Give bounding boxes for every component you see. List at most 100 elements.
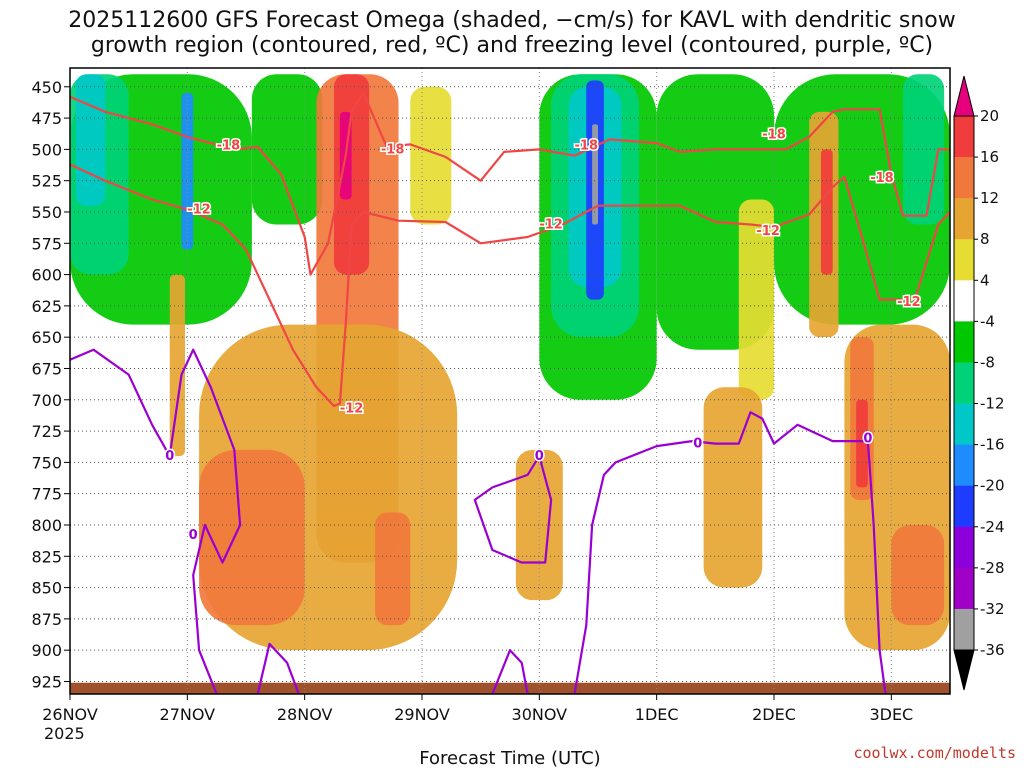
x-tick-label-1DEC: 1DEC [635, 705, 679, 724]
omega-region-2 [75, 74, 106, 206]
terrain-strip [70, 682, 950, 694]
y-tick-label-550: 550 [31, 203, 62, 222]
colorbar-label-4: 4 [980, 271, 990, 289]
dgz-label-1-3: -12 [756, 224, 780, 239]
credit-text: coolwx.com/modelts [853, 744, 1016, 762]
colorbar-bin--36 [954, 608, 974, 651]
dgz-label-0-2: -18 [575, 139, 599, 154]
colorbar-bin-16 [954, 116, 974, 158]
x-tick-label-27NOV: 27NOV [160, 705, 216, 724]
colorbar-bin--20 [954, 444, 974, 487]
colorbar-bin--28 [954, 526, 974, 569]
colorbar-label--20: -20 [980, 477, 1005, 495]
y-tick-label-600: 600 [31, 266, 62, 285]
omega-region-10 [199, 449, 305, 626]
dgz-contour-0 [70, 91, 950, 276]
y-tick-label-475: 475 [31, 109, 62, 128]
dgz-label-0-0: -18 [217, 139, 241, 154]
colorbar-label-8: 8 [980, 230, 990, 248]
dgz-label-0-4: -18 [870, 171, 894, 186]
colorbar-bin--4 [954, 280, 974, 322]
y-tick-label-675: 675 [31, 359, 62, 378]
dgz-label-0-1: -18 [381, 142, 405, 157]
y-tick-label-700: 700 [31, 391, 62, 410]
contour-layer [70, 91, 950, 694]
y-tick-label-500: 500 [31, 140, 62, 159]
freezing-contour-2 [573, 411, 887, 694]
omega-region-5 [169, 274, 185, 457]
contour-labels-layer: -18 -18 -18 -18 -18 -12 -12 -12 -12 -12 0 0 0 0 0 [164, 126, 922, 545]
colorbar-label--32: -32 [980, 600, 1005, 618]
colorbar-label--24: -24 [980, 518, 1005, 536]
colorbar-label--4: -4 [980, 312, 995, 330]
omega-region-27 [891, 524, 945, 626]
colorbar-bin-8 [954, 198, 974, 240]
x-tick-label-28NOV: 28NOV [277, 705, 333, 724]
y-tick-label-725: 725 [31, 422, 62, 441]
y-tick-label-925: 925 [31, 672, 62, 691]
omega-region-20 [903, 74, 945, 225]
y-axis: 450 475 500 525 550 575 600 625 650 675 700 725 750 7… [31, 78, 70, 691]
omega-region-17 [592, 124, 598, 225]
x-tick-label-30NOV: 30NOV [512, 705, 568, 724]
dgz-label-1-1: -12 [340, 402, 364, 417]
x-tick-label-26NOV: 26NOV [42, 705, 98, 724]
y-tick-label-625: 625 [31, 297, 62, 316]
plot-frame [69, 67, 951, 695]
freezing-label-2-1: 0 [863, 432, 872, 447]
colorbar-bin--32 [954, 567, 974, 610]
y-tick-label-525: 525 [31, 172, 62, 191]
colorbar-bin--16 [954, 403, 974, 446]
colorbar-bin--8 [954, 321, 974, 363]
freezing-contour-0 [70, 348, 242, 694]
colorbar-label-12: 12 [980, 189, 999, 207]
colorbar-label--8: -8 [980, 353, 995, 371]
x-tick-label-2DEC: 2DEC [752, 705, 796, 724]
freezing-contour-4 [491, 649, 529, 694]
x-axis-label: Forecast Time (UTC) [419, 748, 600, 768]
colorbar-label--36: -36 [980, 641, 1005, 659]
omega-region-28 [703, 387, 763, 588]
colorbar-label-16: 16 [980, 148, 999, 166]
omega-region-11 [375, 512, 411, 626]
y-tick-label-650: 650 [31, 328, 62, 347]
freezing-label-1-0: 0 [535, 449, 544, 464]
freezing-contour-3 [256, 642, 300, 694]
freezing-contour-1 [473, 455, 553, 564]
colorbar-label-20: 20 [980, 107, 999, 125]
freezing-label-0-1: 0 [189, 528, 198, 543]
y-tick-label-850: 850 [31, 579, 62, 598]
y-tick-label-450: 450 [31, 78, 62, 97]
y-tick-label-875: 875 [31, 610, 62, 629]
colorbar-label--16: -16 [980, 436, 1005, 454]
colorbar-bin--12 [954, 362, 974, 405]
omega-region-26 [856, 399, 868, 488]
colorbar-label--12: -12 [980, 395, 1005, 413]
x-axis: 26NOV 27NOV 28NOV 29NOV 30NOV 1DEC 2DEC 3DEC [42, 694, 913, 724]
colorbar-top-arrow [953, 75, 975, 117]
y-tick-label-900: 900 [31, 641, 62, 660]
freezing-label-0-0: 0 [165, 449, 174, 464]
chart-title-line-1: 2025112600 GFS Forecast Omega (shaded, −… [68, 8, 956, 33]
omega-region-21 [738, 199, 774, 400]
dgz-label-0-3: -18 [762, 127, 786, 142]
colorbar-bottom-arrow [953, 649, 975, 691]
dgz-label-1-0: -12 [187, 202, 211, 217]
colorbar-bin--24 [954, 485, 974, 528]
dgz-label-1-4: -12 [897, 295, 921, 310]
colorbar: 20 16 12 8 4 -4 -8 -12 -16 -20 -24 -28 -32 -36 [953, 75, 1005, 691]
colorbar-label--28: -28 [980, 559, 1005, 577]
dgz-contour-1 [70, 163, 950, 408]
y-tick-label-750: 750 [31, 453, 62, 472]
y-tick-label-575: 575 [31, 234, 62, 253]
x-tick-label-3DEC: 3DEC [869, 705, 913, 724]
colorbar-bin-12 [954, 157, 974, 199]
colorbar-bin-4 [954, 239, 974, 281]
dgz-label-1-2: -12 [539, 218, 563, 233]
y-tick-label-800: 800 [31, 516, 62, 535]
omega-region-12 [410, 86, 452, 225]
chart-title-line-2: growth region (contoured, red, ºC) and f… [91, 33, 933, 58]
omega-region-4 [251, 74, 323, 225]
x-year-label: 2025 [44, 724, 85, 743]
